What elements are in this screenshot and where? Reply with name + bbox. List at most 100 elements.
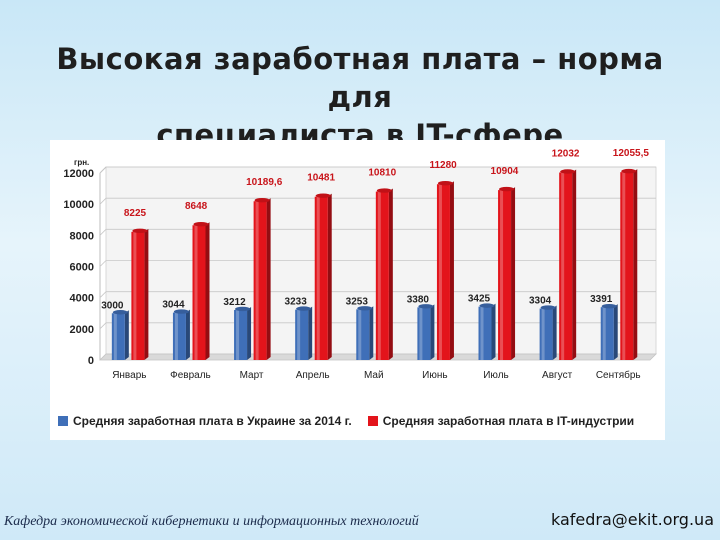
data-label: 10481 (307, 173, 335, 184)
bar-top (235, 306, 251, 312)
bar-side (552, 305, 557, 360)
x-tick-label: Апрель (296, 370, 330, 381)
data-label: 10810 (368, 168, 396, 179)
data-label: 12032 (552, 149, 580, 160)
bar-highlight (602, 307, 606, 360)
bar-top (621, 168, 637, 174)
bar-highlight (255, 201, 259, 360)
x-tick-label: Сентябрь (596, 369, 641, 381)
bar-highlight (438, 184, 442, 360)
y-tick-label: 10000 (63, 199, 94, 211)
y-axis-label: грн. (74, 158, 89, 167)
bar-side (124, 310, 129, 360)
x-tick-label: Январь (112, 370, 146, 381)
bar-side (572, 169, 577, 360)
x-tick-label: Февраль (170, 370, 211, 381)
bar-top (193, 222, 209, 227)
gridline (99, 166, 656, 174)
gridline (99, 260, 656, 267)
contact-email: kafedra@ekit.org.ua (551, 510, 714, 529)
bar-ukraine (172, 312, 186, 360)
bar-ukraine (356, 309, 370, 360)
bar-side (430, 304, 435, 360)
bar-highlight (541, 308, 545, 360)
data-label: 3253 (346, 296, 369, 307)
bar-top (173, 309, 189, 314)
bar-it (192, 225, 206, 360)
bar-side (613, 304, 618, 360)
bar-side (633, 169, 638, 360)
chart-legend: Средняя заработная плата в Украине за 20… (58, 410, 663, 432)
data-label: 3425 (468, 294, 491, 305)
bar-it (131, 231, 145, 360)
bar-highlight (500, 190, 504, 360)
gridline (99, 197, 656, 205)
data-label: 8648 (185, 201, 208, 212)
x-tick-label: Июнь (422, 370, 447, 381)
data-label: 3044 (162, 300, 185, 311)
bar-highlight (480, 306, 484, 360)
bar-ukraine (417, 307, 431, 360)
bar-highlight (561, 172, 565, 360)
bar-highlight (236, 309, 240, 360)
legend-swatch (58, 416, 68, 426)
bar-highlight (113, 313, 117, 360)
bar-top (560, 169, 576, 174)
slide-title: Высокая заработная плата – норма для спе… (20, 40, 700, 154)
bar-side (449, 181, 454, 360)
bar-side (491, 303, 496, 360)
slide-title-line-1: Высокая заработная плата – норма для (56, 42, 664, 114)
bar-top (254, 198, 270, 203)
data-label: 8225 (124, 208, 147, 219)
bar-top (601, 303, 617, 309)
bar-it (620, 172, 634, 360)
bar-it (559, 172, 573, 360)
bar-highlight (377, 191, 381, 360)
y-tick-label: 12000 (63, 168, 94, 180)
x-tick-label: Май (364, 370, 384, 381)
bar-side (388, 188, 393, 360)
bar-top (132, 228, 148, 234)
bar-top (418, 304, 434, 309)
bar-side (369, 306, 374, 360)
legend-swatch (367, 416, 378, 426)
y-tick-label: 2000 (70, 324, 94, 336)
legend-item: Средняя заработная плата в Украине за 20… (58, 414, 352, 428)
bar-it (436, 184, 450, 360)
x-tick-label: Март (240, 370, 264, 381)
bar-highlight (316, 196, 320, 360)
legend-item: Средняя заработная плата в IT-индустрии (367, 414, 635, 428)
gridline (99, 291, 656, 298)
bar-side (144, 228, 149, 360)
bar-it (375, 191, 389, 360)
data-label: 12055,5 (613, 148, 650, 159)
bar-top (437, 181, 453, 186)
y-tick-label: 4000 (70, 293, 94, 305)
y-tick-label: 6000 (70, 262, 94, 274)
bar-ukraine (234, 309, 248, 360)
bar-side (205, 222, 210, 360)
legend-label: Средняя заработная плата в IT-индустрии (382, 414, 635, 428)
legend-label: Средняя заработная плата в Украине за 20… (73, 414, 352, 428)
gridline (99, 228, 656, 236)
bar-ukraine (539, 308, 553, 360)
bar-side (266, 198, 271, 360)
data-label: 10189,6 (246, 177, 283, 188)
x-tick-label: Июль (483, 370, 509, 381)
gridline (99, 322, 656, 330)
bar-top (112, 310, 128, 315)
data-label: 3233 (285, 297, 308, 308)
chart-panel: 0 2000 4000 6000 8000 10000 12000 грн. 3000 8225 Я… (50, 140, 665, 440)
y-tick-label: 0 (88, 355, 94, 367)
data-label: 3212 (223, 297, 246, 308)
bar-highlight (297, 309, 301, 360)
bar-it (314, 196, 328, 360)
bar-ukraine (478, 306, 492, 360)
bar-top (296, 306, 312, 311)
bar-top (499, 186, 515, 192)
bar-top (357, 306, 373, 311)
data-label: 3304 (529, 296, 552, 307)
bar-ukraine (600, 307, 614, 360)
bar-highlight (358, 309, 362, 360)
